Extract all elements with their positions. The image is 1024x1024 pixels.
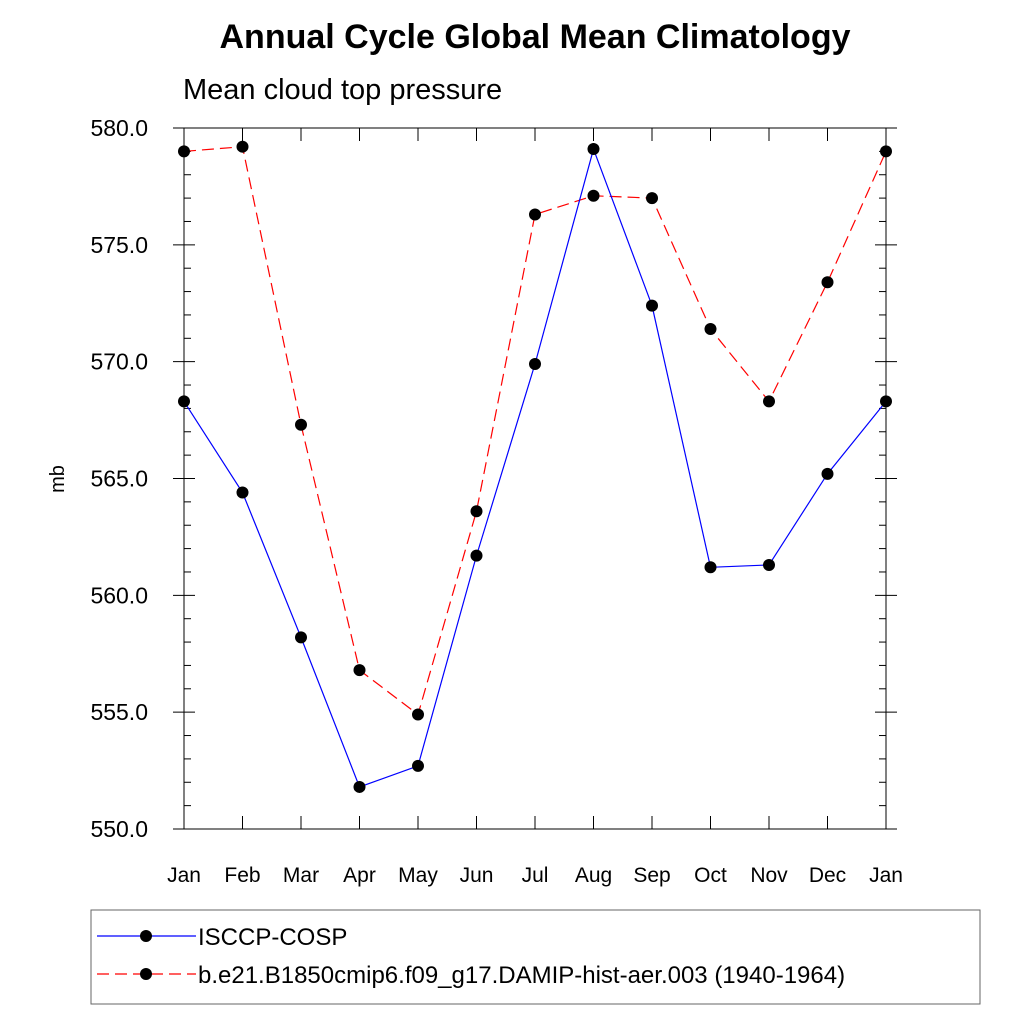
data-point-0 [704,561,717,574]
x-tick-label: Jul [522,864,549,887]
x-tick-label: Apr [343,864,376,887]
x-tick-label: Sep [633,864,670,887]
data-point-0 [646,299,658,312]
data-point-0 [587,143,600,156]
x-tick-label: Oct [694,864,727,887]
data-point-1 [178,145,190,158]
x-tick-label: Feb [224,864,260,887]
y-tick-label: 565.0 [90,466,148,492]
series-layer [178,140,892,793]
chart-title: Annual Cycle Global Mean Climatology [220,18,851,56]
data-point-0 [178,395,190,408]
x-tick-label: Jan [869,864,903,887]
data-point-0 [529,358,541,371]
data-point-1 [353,664,366,677]
data-point-1 [821,276,834,289]
chart-subtitle: Mean cloud top pressure [183,74,502,106]
data-point-1 [295,418,307,431]
data-point-1 [587,189,600,202]
x-tick-label: Mar [283,864,319,887]
x-tick-label: Jan [167,864,201,887]
data-point-0 [295,631,307,644]
data-point-0 [763,558,775,571]
series-line-1 [183,146,887,716]
legend-box [90,909,981,1005]
y-tick-label: 570.0 [90,349,148,375]
data-point-1 [236,140,249,153]
data-point-0 [880,395,892,408]
legend-label-1: b.e21.B1850cmip6.f09_g17.DAMIP-hist-aer.… [198,962,845,989]
plot-frame [183,127,887,830]
data-point-1 [529,208,541,221]
data-point-1 [470,505,483,518]
x-tick-label: Jun [460,864,494,887]
x-tick-label: Nov [750,864,788,887]
series-line-0 [183,147,887,788]
data-point-1 [704,322,717,335]
data-point-0 [470,549,483,562]
data-point-1 [412,708,424,721]
legend: ISCCP-COSP b.e21.B1850cmip6.f09_g17.DAMIP… [90,909,981,1005]
legend-marker-1 [140,968,152,980]
y-tick-label: 555.0 [90,699,148,725]
y-tick-label: 580.0 [90,115,148,141]
data-point-1 [763,395,775,408]
x-tick-label: Dec [809,864,846,887]
data-point-0 [821,467,834,480]
x-tick-label: May [398,864,438,887]
y-axis-label: mb [47,465,69,493]
legend-label-0: ISCCP-COSP [198,924,347,951]
y-tick-label: 550.0 [90,816,148,842]
data-point-0 [236,486,249,499]
data-point-1 [646,192,658,205]
data-point-0 [412,759,424,772]
y-tick-label: 575.0 [90,232,148,258]
data-point-1 [880,145,892,158]
y-tick-label: 560.0 [90,582,148,608]
data-point-0 [353,780,366,793]
legend-marker-0 [140,930,152,942]
x-tick-label: Aug [575,864,612,887]
plot-axes: 550.0 555.0 560.0 565.0 570.0 575.0 580.0 Jan Fe… [90,115,902,887]
